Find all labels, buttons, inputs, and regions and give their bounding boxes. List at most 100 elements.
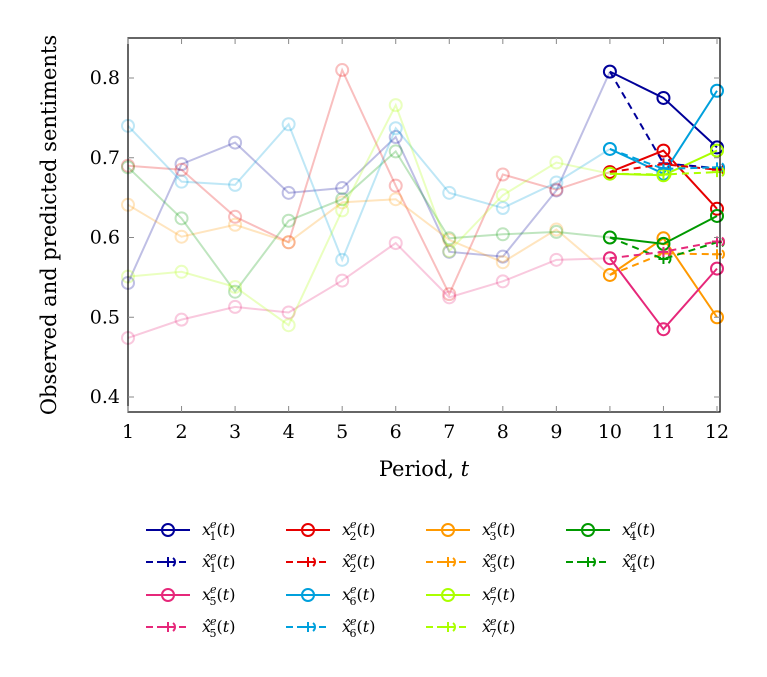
data-point [301, 523, 315, 537]
x-tick-label: 1 [122, 421, 134, 443]
y-tick-label: 0.7 [90, 147, 120, 169]
prediction-point [303, 557, 316, 567]
data-point [549, 175, 564, 190]
series-observed-5 [602, 251, 724, 337]
data-point [442, 290, 457, 305]
data-point [174, 211, 189, 226]
data-point [228, 177, 243, 192]
data-point [710, 261, 724, 276]
data-point [442, 232, 457, 247]
data-point [388, 178, 403, 193]
data-point [335, 195, 350, 210]
series-history-3 [121, 192, 611, 276]
legend-entry: x̂e 2(t) [286, 550, 375, 575]
data-point [442, 244, 457, 259]
data-point [442, 185, 457, 200]
legend-entry: xe 3(t) [426, 518, 515, 543]
data-point [281, 185, 296, 200]
data-point [442, 244, 457, 259]
legend-label: x̂e 1(t) [202, 550, 235, 575]
x-tick-label: 4 [283, 421, 295, 443]
legend-label: xe 6(t) [342, 583, 375, 608]
series-history-5 [121, 236, 610, 345]
data-point [388, 144, 403, 159]
y-axis-label: Observed and predicted sentiments [37, 35, 61, 415]
data-point [388, 121, 403, 136]
data-point [281, 235, 296, 250]
data-point [495, 167, 510, 182]
data-point [174, 162, 189, 177]
data-point [388, 130, 403, 145]
data-point [442, 231, 457, 246]
legend-entry: x̂e 4(t) [566, 550, 655, 575]
legend-label: xe 3(t) [482, 518, 515, 543]
data-point [335, 203, 350, 218]
data-point [335, 192, 350, 207]
data-point [495, 188, 510, 203]
observed-line [609, 149, 718, 210]
series-history-1 [121, 71, 611, 290]
data-point [174, 312, 189, 327]
data-point [710, 208, 724, 223]
data-point [281, 318, 296, 333]
x-tick-label: 3 [229, 421, 241, 443]
legend-label: xe 4(t) [622, 518, 655, 543]
legend-entry: x̂e 1(t) [146, 550, 235, 575]
legend-label: xe 7(t) [482, 583, 515, 608]
data-point [710, 143, 724, 158]
x-tick-label: 2 [175, 421, 187, 443]
legend-label: x̂e 6(t) [342, 615, 375, 640]
predicted-line [609, 71, 718, 170]
data-point [441, 588, 455, 602]
legend-label: x̂e 5(t) [202, 615, 235, 640]
legend-entry: xe 1(t) [146, 518, 235, 543]
legend-label: x̂e 2(t) [342, 550, 375, 575]
prediction-point [303, 622, 316, 632]
data-point [174, 229, 189, 244]
observed-line [609, 215, 718, 245]
data-point [549, 222, 564, 237]
observed-line [609, 257, 718, 331]
x-tick-label: 11 [651, 421, 675, 443]
legend-entry: x̂e 5(t) [146, 615, 235, 640]
x-tick-label: 5 [336, 421, 348, 443]
data-point [602, 141, 617, 156]
data-point [388, 98, 403, 113]
legend-entry: x̂e 7(t) [426, 615, 515, 640]
prediction-point [443, 622, 456, 632]
x-tick-label: 6 [390, 421, 402, 443]
y-tick-label: 0.4 [90, 386, 120, 408]
prediction-point [163, 622, 176, 632]
x-tick-label: 8 [497, 421, 509, 443]
legend-label: x̂e 4(t) [622, 550, 655, 575]
data-point [281, 235, 296, 250]
data-point [495, 255, 510, 270]
legend-label: xe 1(t) [202, 518, 235, 543]
x-axis-label: Period, t [379, 457, 470, 481]
data-point [174, 264, 189, 279]
series-history-4 [121, 144, 611, 299]
data-point [228, 135, 243, 150]
data-point [495, 274, 510, 289]
data-point [495, 249, 510, 264]
legend-entry: x̂e 3(t) [426, 550, 515, 575]
data-point [549, 224, 564, 239]
history-line [127, 67, 611, 297]
data-point [161, 523, 175, 537]
x-tick-label: 12 [705, 421, 729, 443]
data-point [549, 252, 564, 267]
series-history-6 [121, 117, 611, 267]
data-point [549, 155, 564, 170]
legend-entry: xe 7(t) [426, 583, 515, 608]
data-point [710, 201, 724, 216]
data-point [388, 192, 403, 207]
data-point [549, 182, 564, 197]
y-tick-label: 0.5 [90, 306, 120, 328]
data-point [442, 287, 457, 302]
data-point [656, 143, 671, 158]
history-line [127, 241, 610, 339]
data-point [335, 181, 350, 196]
legend-entry: xe 6(t) [286, 583, 375, 608]
history-line [127, 198, 611, 276]
